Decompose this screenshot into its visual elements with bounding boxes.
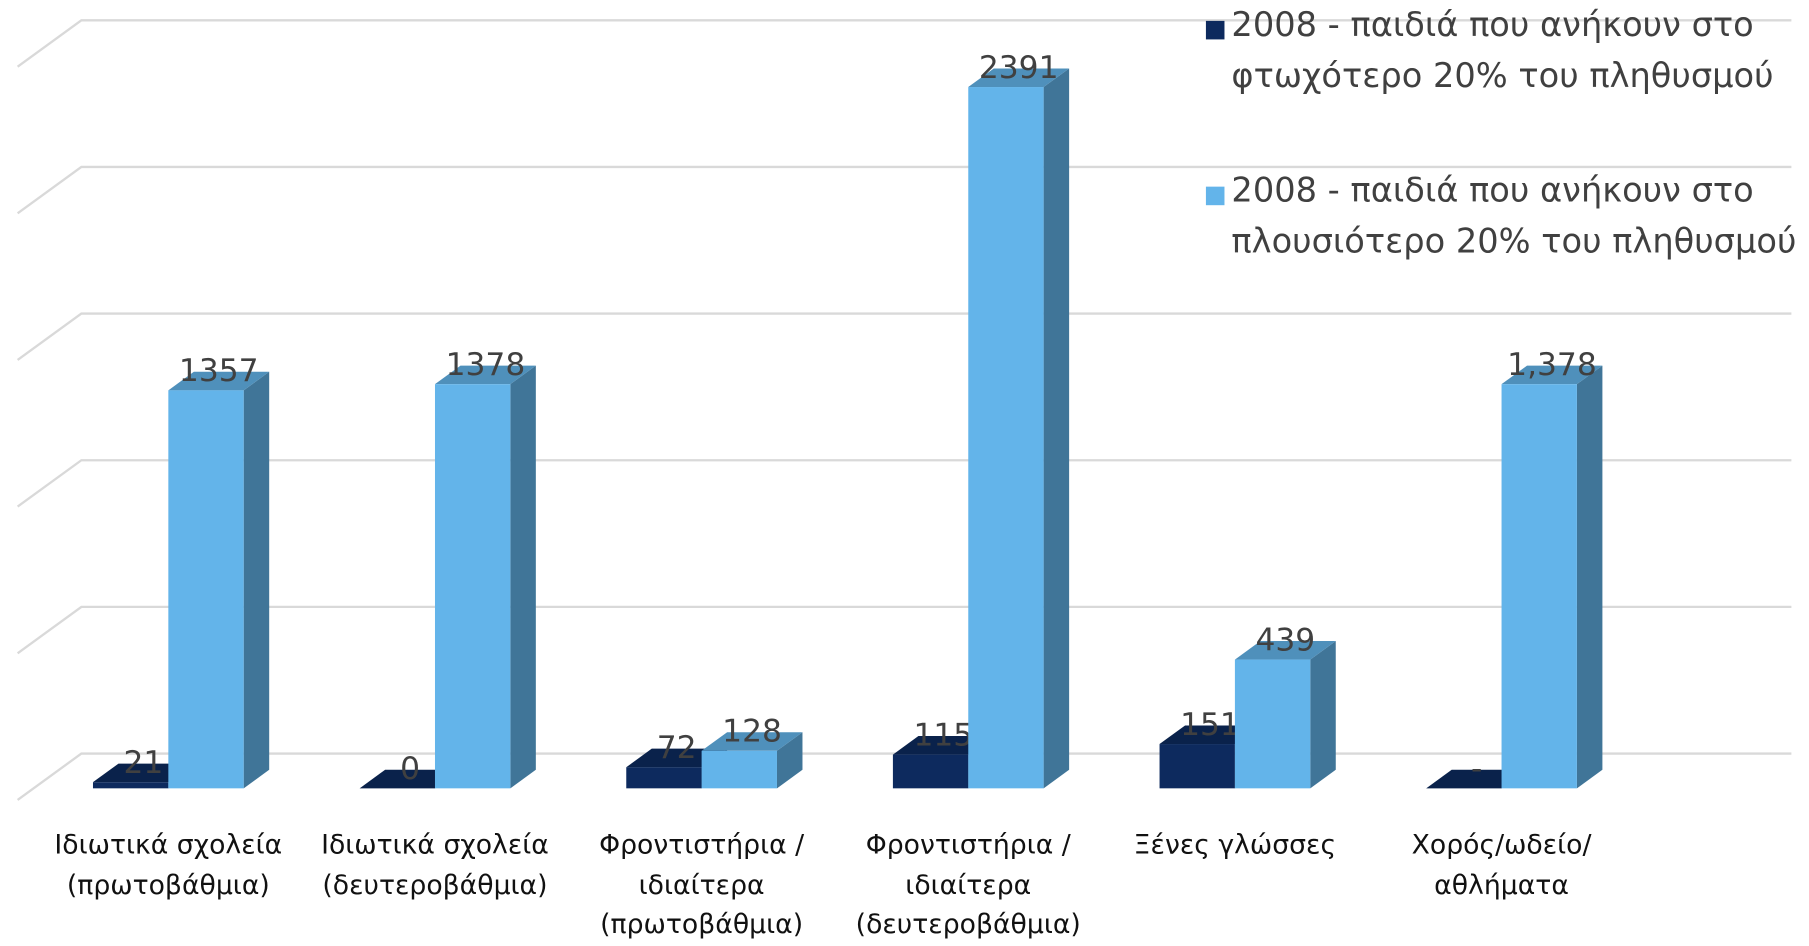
x-tick-label-box: Ξένες γλώσσες <box>1133 830 1337 861</box>
value-label: 2391 <box>979 50 1059 86</box>
bar <box>701 750 777 789</box>
grid-line <box>16 19 1792 68</box>
legend-label-box: 2008 - παιδιά που ανήκουν στο πλουσιότερ… <box>1231 170 1797 261</box>
bar <box>434 384 511 789</box>
legend-swatch <box>1205 186 1225 206</box>
x-tick-label: Ιδιωτικά σχολεία (δευτεροβάθμια) <box>321 830 549 901</box>
x-tick-label: Ιδιωτικά σχολεία (πρωτοβάθμια) <box>54 830 283 901</box>
bar-side <box>1310 641 1336 789</box>
grid-line <box>16 165 1792 215</box>
bar-side <box>243 371 270 789</box>
value-label: 1378 <box>446 347 526 383</box>
value-label: 0 <box>400 751 420 787</box>
x-tick-label-box: Φροντιστήρια /ιδιαίτερα (πρωτοβάθμια) <box>599 830 805 941</box>
bar <box>968 87 1044 789</box>
bar <box>168 390 244 789</box>
x-tick-label-box: Ιδιωτικά σχολεία (δευτεροβάθμια) <box>321 830 549 901</box>
bar-top <box>701 732 803 751</box>
grid-line <box>16 605 1792 655</box>
x-tick-label-box: Χορός/ωδείο/ αθλήματα <box>1411 830 1592 901</box>
value-label: - <box>1471 751 1482 787</box>
bar <box>892 754 969 789</box>
value-label: 72 <box>657 730 697 766</box>
x-tick-label-box: Ιδιωτικά σχολεία (πρωτοβάθμια) <box>54 830 283 901</box>
grid-line <box>16 312 1792 361</box>
bar-top <box>1501 365 1603 385</box>
bar <box>1234 659 1311 789</box>
bar-side <box>1576 365 1603 789</box>
bar-side <box>776 732 803 789</box>
bar-top <box>168 371 270 391</box>
grid-line <box>16 459 1792 508</box>
x-tick-label: Ξένες γλώσσες <box>1133 830 1337 861</box>
value-label: 439 <box>1255 622 1315 658</box>
value-label: 115 <box>913 717 973 753</box>
value-label: 21 <box>123 745 163 781</box>
legend-swatch <box>1205 20 1225 40</box>
legend-label: 2008 - παιδιά που ανήκουν στο φτωχότερο … <box>1231 4 1774 95</box>
value-label: 151 <box>1180 707 1240 743</box>
bar <box>626 767 702 789</box>
bar-top <box>434 365 536 385</box>
value-label: 1357 <box>179 353 259 389</box>
bar <box>1159 744 1235 789</box>
bar <box>1501 384 1577 789</box>
bar-top <box>968 68 1070 88</box>
bar <box>92 782 169 789</box>
value-label: 1,378 <box>1507 347 1597 383</box>
bar-side <box>1043 68 1070 789</box>
bar-side <box>510 365 536 789</box>
bar-top <box>1234 641 1336 660</box>
legend-label-box: 2008 - παιδιά που ανήκουν στο φτωχότερο … <box>1231 4 1774 95</box>
value-label: 128 <box>722 714 782 750</box>
x-tick-label: Φροντιστήρια /ιδιαίτερα (πρωτοβάθμια) <box>599 830 805 941</box>
x-tick-label: Χορός/ωδείο/ αθλήματα <box>1411 830 1592 901</box>
x-tick-label: Φροντιστήρια /ιδιαίτερα (δευτεροβάθμια) <box>855 830 1081 941</box>
legend-label: 2008 - παιδιά που ανήκουν στο πλουσιότερ… <box>1231 170 1797 261</box>
x-tick-label-box: Φροντιστήρια /ιδιαίτερα (δευτεροβάθμια) <box>855 830 1081 941</box>
